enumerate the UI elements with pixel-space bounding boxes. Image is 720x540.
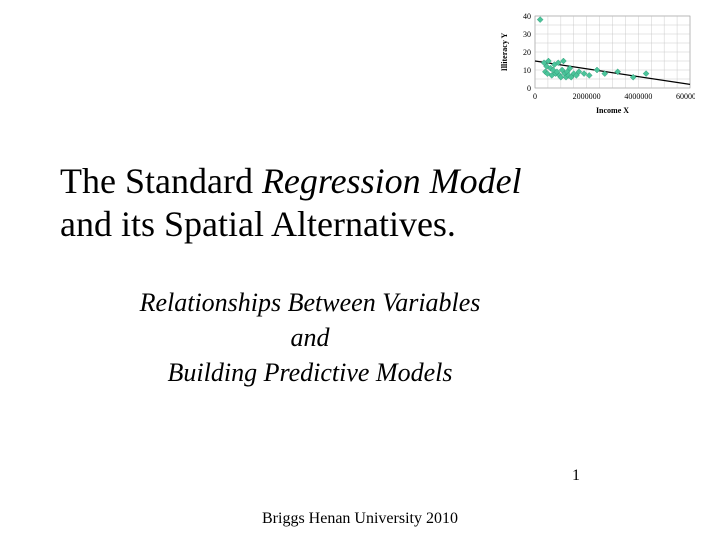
subtitle-line-3: Building Predictive Models	[60, 355, 560, 390]
title-part1: The Standard	[60, 161, 262, 201]
svg-text:0: 0	[533, 92, 537, 101]
footer-text: Briggs Henan University 2010	[0, 510, 720, 528]
subtitle-line-2: and	[60, 320, 560, 355]
svg-text:40: 40	[523, 12, 531, 21]
title-part2-italic: Regression Model	[262, 161, 522, 201]
svg-text:Illiteracy Y: Illiteracy Y	[500, 32, 509, 71]
chart-svg: 0 10 20 30 40 0 2000000 4000000 6000000 Income X I…	[495, 10, 695, 125]
title-line-2: and its Spatial Alternatives.	[60, 203, 600, 246]
page-number: 1	[572, 467, 580, 485]
svg-text:20: 20	[523, 48, 531, 57]
svg-text:10: 10	[523, 66, 531, 75]
svg-text:30: 30	[523, 30, 531, 39]
subtitle-block: Relationships Between Variables and Buil…	[60, 285, 560, 390]
svg-text:6000000: 6000000	[676, 92, 695, 101]
title-block: The Standard Regression Model and its Sp…	[60, 160, 600, 246]
scatter-chart: 0 10 20 30 40 0 2000000 4000000 6000000 Income X I…	[495, 10, 695, 125]
svg-text:Income X: Income X	[596, 106, 629, 115]
svg-text:2000000: 2000000	[573, 92, 601, 101]
svg-text:4000000: 4000000	[624, 92, 652, 101]
subtitle-line-1: Relationships Between Variables	[60, 285, 560, 320]
svg-text:0: 0	[527, 84, 531, 93]
title-line-1: The Standard Regression Model	[60, 160, 600, 203]
